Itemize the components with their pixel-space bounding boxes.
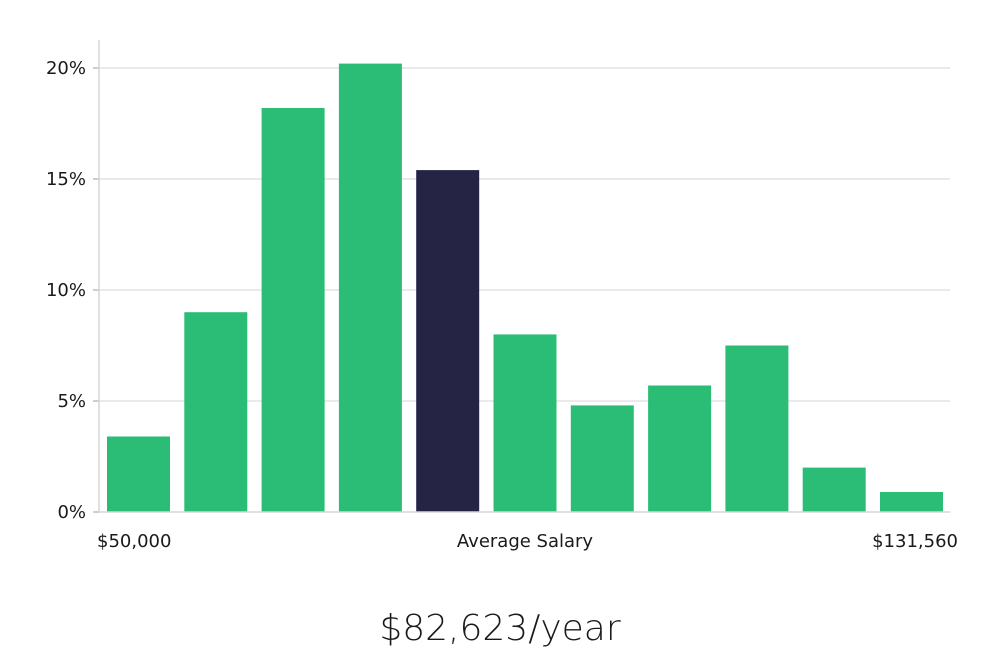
x-min-label: $50,000	[97, 531, 171, 552]
bar-bin-4	[338, 63, 402, 512]
x-axis-title: Average Salary	[457, 531, 594, 552]
y-axis-ticks: 0% 5% 10% 15% 20%	[46, 58, 99, 523]
y-tick-label-15: 15%	[46, 169, 86, 190]
bar-bin-8	[648, 385, 712, 512]
x-max-label: $131,560	[872, 531, 958, 552]
y-tick-label-20: 20%	[46, 58, 86, 79]
bar-bin-2	[184, 312, 248, 512]
bar-bin-11	[880, 492, 943, 512]
y-tick-label-5: 5%	[57, 391, 86, 412]
bar-average-salary	[416, 170, 480, 512]
y-tick-label-0: 0%	[57, 502, 86, 523]
bar-bin-6	[493, 334, 557, 512]
bars	[107, 63, 943, 512]
y-tick-label-10: 10%	[46, 280, 86, 301]
bar-bin-1	[107, 436, 170, 512]
average-salary-headline: $82,623/year	[379, 608, 621, 649]
bar-bin-3	[261, 108, 325, 512]
bar-bin-9	[725, 345, 789, 512]
bar-bin-7	[570, 405, 634, 512]
bar-bin-10	[802, 467, 866, 512]
